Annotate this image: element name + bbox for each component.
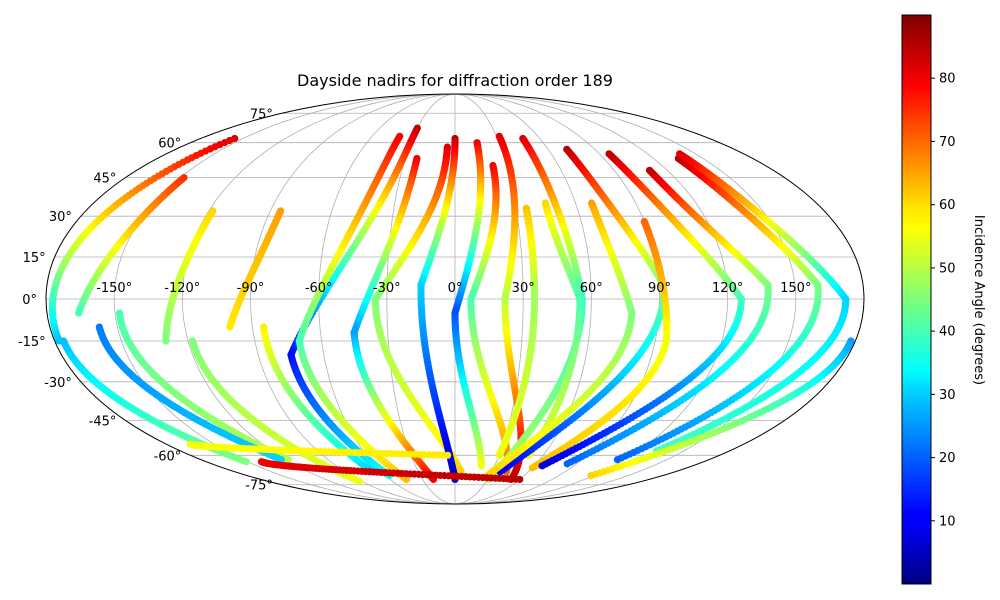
colorbar-ticks: 10 20 30 40 50 60 70 80 xyxy=(931,72,956,529)
x-tick-label: -30° xyxy=(373,281,401,296)
x-tick-label: -90° xyxy=(237,281,265,296)
data-point xyxy=(444,451,452,459)
data-point xyxy=(355,477,363,485)
data-point xyxy=(516,475,524,484)
x-tick-label: -120° xyxy=(164,281,200,296)
data-point xyxy=(613,455,622,464)
data-point xyxy=(231,134,239,143)
x-tick-label: 120° xyxy=(712,281,743,296)
colorbar xyxy=(901,14,932,585)
x-tick-label: 60° xyxy=(580,281,603,296)
y-tick-label: -30° xyxy=(44,376,72,391)
y-tick-label: -60° xyxy=(154,449,182,464)
x-tick-label: -60° xyxy=(305,281,333,296)
data-point xyxy=(226,323,234,331)
colorbar-tick-label: 80 xyxy=(939,72,956,87)
x-tick-label: 90° xyxy=(648,281,671,296)
y-tick-label: 0° xyxy=(22,293,37,308)
data-point xyxy=(563,460,571,468)
data-point xyxy=(587,472,595,480)
y-tick-label: 75° xyxy=(250,107,273,122)
x-tick-label: 0° xyxy=(448,281,463,296)
y-tick-label: 30° xyxy=(49,210,72,225)
x-tick-labels: -150° -120° -90° -60° -30° 0° 30° 60° 90° 120° 150… xyxy=(96,281,811,296)
colorbar-tick-label: 50 xyxy=(939,261,956,276)
data-point xyxy=(477,462,486,470)
y-tick-label: -45° xyxy=(89,414,117,429)
x-tick-label: 30° xyxy=(512,281,535,296)
colorbar-tick-label: 20 xyxy=(939,451,956,466)
data-point xyxy=(402,475,411,484)
data-point xyxy=(75,309,83,317)
x-tick-label: -150° xyxy=(96,281,132,296)
colorbar-tick-label: 10 xyxy=(939,514,956,529)
colorbar-tick-label: 60 xyxy=(939,198,956,213)
y-tick-label: 45° xyxy=(93,172,116,187)
colorbar-tick-label: 40 xyxy=(939,325,956,340)
colorbar-tick-label: 70 xyxy=(939,135,956,150)
colorbar-tick-label: 30 xyxy=(939,388,956,403)
y-tick-label: -15° xyxy=(18,335,46,350)
data-point xyxy=(538,462,546,470)
y-tick-label: 60° xyxy=(158,137,181,152)
chart-title: Dayside nadirs for diffraction order 189 xyxy=(297,71,613,90)
x-tick-label: 150° xyxy=(780,281,811,296)
data-point xyxy=(284,455,292,464)
data-points xyxy=(48,124,855,485)
y-tick-label: -75° xyxy=(245,479,273,494)
data-point xyxy=(495,451,503,459)
data-point xyxy=(528,464,536,472)
data-point xyxy=(242,458,250,466)
y-tick-label: 15° xyxy=(23,251,46,266)
colorbar-label: Incidence Angle (degrees) xyxy=(971,215,986,385)
data-point xyxy=(162,337,170,345)
data-point xyxy=(277,455,285,464)
